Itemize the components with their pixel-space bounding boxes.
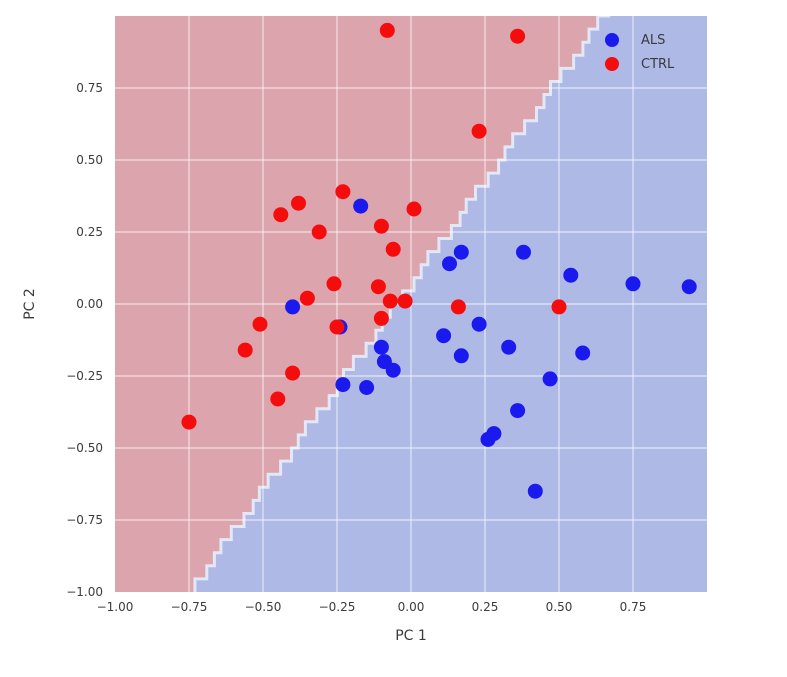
als-marker-swatch <box>605 33 619 47</box>
x-tick-label: 0.00 <box>397 600 425 614</box>
scatter-point-als <box>359 380 375 395</box>
x-tick-label: −1.00 <box>96 600 134 614</box>
scatter-point-als <box>353 198 369 214</box>
scatter-point-ctrl <box>237 342 253 358</box>
scatter-point-ctrl <box>385 241 401 257</box>
scatter-point-ctrl <box>299 290 315 306</box>
scatter-point-als <box>625 276 641 292</box>
scatter-point-ctrl <box>406 201 422 217</box>
scatter-point-ctrl <box>181 414 197 430</box>
y-tick-label: 0.00 <box>76 297 103 311</box>
scatter-point-ctrl <box>379 22 395 38</box>
scatter-point-als <box>575 345 591 361</box>
y-tick-label: −0.50 <box>66 441 103 455</box>
x-tick-label: 0.75 <box>619 600 647 614</box>
scatter-point-als <box>436 328 452 344</box>
scatter-point-ctrl <box>273 207 289 223</box>
scatter-point-ctrl <box>370 279 386 295</box>
scatter-point-als <box>335 377 351 393</box>
scatter-point-als <box>510 403 526 419</box>
scatter-point-als <box>480 431 496 447</box>
x-tick-label: 0.25 <box>471 600 499 614</box>
y-axis-label: PC 2 <box>22 288 38 320</box>
y-tick-label: −0.25 <box>66 369 103 383</box>
scatter-point-ctrl <box>252 316 268 332</box>
y-tick-label: −1.00 <box>66 585 103 599</box>
scatter-point-ctrl <box>450 299 466 315</box>
legend-entry-ctrl: CTRL <box>605 52 674 76</box>
legend-label-als: ALS <box>641 32 666 48</box>
x-tick-label: 0.50 <box>545 600 573 614</box>
x-tick-label: −0.75 <box>170 600 208 614</box>
ctrl-marker-swatch <box>605 57 619 71</box>
scatter-point-ctrl <box>373 310 389 326</box>
scatter-point-ctrl <box>551 299 567 315</box>
x-tick-label: −0.25 <box>318 600 356 614</box>
scatter-point-als <box>542 371 558 387</box>
scatter-point-ctrl <box>311 224 327 240</box>
y-tick-label: 0.75 <box>76 81 103 95</box>
scatter-point-als <box>516 244 531 260</box>
scatter-point-ctrl <box>382 293 398 309</box>
scatter-point-als <box>681 279 697 295</box>
x-axis-label: PC 1 <box>395 628 427 644</box>
scatter-point-ctrl <box>397 293 413 309</box>
scatter-point-ctrl <box>285 365 301 381</box>
scatter-point-als <box>501 339 517 355</box>
scatter-point-als <box>527 483 543 499</box>
scatter-point-als <box>373 339 389 355</box>
scatter-point-ctrl <box>373 218 389 234</box>
scatter-point-ctrl <box>471 123 487 139</box>
scatter-point-ctrl <box>270 391 286 407</box>
y-tick-label: −0.75 <box>66 513 103 527</box>
scatter-point-ctrl <box>335 184 351 200</box>
scatter-point-als <box>285 299 301 315</box>
scatter-point-ctrl <box>291 195 306 211</box>
scatter-point-als <box>453 348 469 364</box>
scatter-point-als <box>442 256 457 272</box>
scatter-point-als <box>563 267 579 283</box>
scatter-point-ctrl <box>510 28 526 44</box>
x-tick-label: −0.50 <box>244 600 282 614</box>
scatter-point-ctrl <box>326 276 342 292</box>
legend: ALS CTRL <box>605 28 674 76</box>
legend-label-ctrl: CTRL <box>641 56 675 72</box>
legend-entry-als: ALS <box>605 28 674 52</box>
scatter-point-als <box>471 316 487 332</box>
scatter-point-als <box>453 244 469 260</box>
scatter-point-als <box>385 362 401 378</box>
scatter-point-ctrl <box>329 319 345 335</box>
y-tick-label: 0.50 <box>76 153 103 167</box>
y-tick-label: 0.25 <box>76 225 103 239</box>
